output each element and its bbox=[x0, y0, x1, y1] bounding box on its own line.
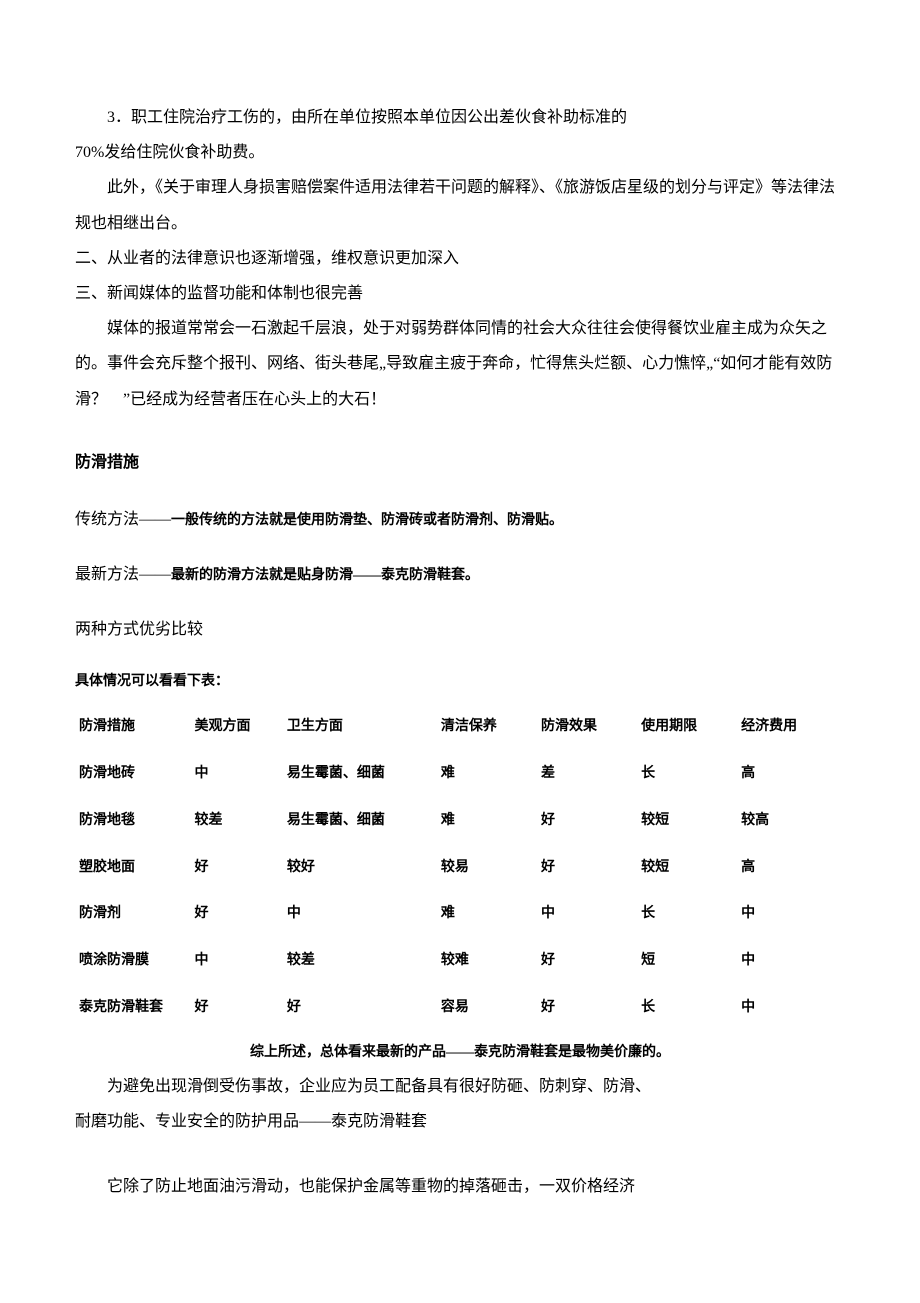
table-cell: 好 bbox=[537, 938, 637, 985]
table-header-cell: 清洁保养 bbox=[437, 704, 537, 751]
comparison-table: 防滑措施 美观方面 卫生方面 清洁保养 防滑效果 使用期限 经济费用 防滑地砖 … bbox=[75, 704, 845, 1032]
table-cell: 好 bbox=[537, 798, 637, 845]
table-cell: 泰克防滑鞋套 bbox=[75, 985, 191, 1032]
table-cell: 易生霉菌、细菌 bbox=[283, 798, 437, 845]
blank-spacer bbox=[75, 1139, 845, 1169]
table-cell: 难 bbox=[437, 798, 537, 845]
table-cell: 防滑地毯 bbox=[75, 798, 191, 845]
table-cell: 好 bbox=[191, 845, 283, 892]
table-cell: 容易 bbox=[437, 985, 537, 1032]
closing-para-3: 它除了防止地面油污滑动，也能保护金属等重物的掉落砸击，一双价格经济 bbox=[75, 1169, 845, 1204]
table-cell: 塑胶地面 bbox=[75, 845, 191, 892]
table-cell: 易生霉菌、细菌 bbox=[283, 751, 437, 798]
method-traditional-desc: 一般传统的方法就是使用防滑垫、防滑砖或者防滑剂、防滑贴。 bbox=[171, 513, 563, 528]
table-cell: 中 bbox=[191, 938, 283, 985]
paragraph-additional-laws: 此外，《关于审理人身损害赔偿案件适用法律若干问题的解释》、《旅游饭店星级的划分与… bbox=[75, 170, 845, 240]
list-item-3: 三、新闻媒体的监督功能和体制也很完善 bbox=[75, 276, 845, 311]
table-header-row: 防滑措施 美观方面 卫生方面 清洁保养 防滑效果 使用期限 经济费用 bbox=[75, 704, 845, 751]
table-cell: 难 bbox=[437, 891, 537, 938]
closing-para-2: 耐磨功能、专业安全的防护用品——泰克防滑鞋套 bbox=[75, 1104, 845, 1139]
table-header-cell: 卫生方面 bbox=[283, 704, 437, 751]
table-cell: 中 bbox=[737, 891, 845, 938]
table-row: 防滑地毯 较差 易生霉菌、细菌 难 好 较短 较高 bbox=[75, 798, 845, 845]
table-cell: 好 bbox=[537, 845, 637, 892]
table-row: 防滑地砖 中 易生霉菌、细菌 难 差 长 高 bbox=[75, 751, 845, 798]
table-cell: 较差 bbox=[283, 938, 437, 985]
method-traditional: 传统方法――一般传统的方法就是使用防滑垫、防滑砖或者防滑剂、防滑贴。 bbox=[75, 502, 845, 537]
paragraph-media: 媒体的报道常常会一石激起千层浪，处于对弱势群体同情的社会大众往往会使得餐饮业雇主… bbox=[75, 311, 845, 417]
table-header-cell: 使用期限 bbox=[637, 704, 737, 751]
method-new-desc: 最新的防滑方法就是贴身防滑——泰克防滑鞋套。 bbox=[171, 568, 479, 583]
paragraph-item-3-cont: 70%发给住院伙食补助费。 bbox=[75, 135, 845, 170]
table-cell: 难 bbox=[437, 751, 537, 798]
table-cell: 好 bbox=[537, 985, 637, 1032]
table-row: 泰克防滑鞋套 好 好 容易 好 长 中 bbox=[75, 985, 845, 1032]
table-row: 喷涂防滑膜 中 较差 较难 好 短 中 bbox=[75, 938, 845, 985]
table-cell: 中 bbox=[537, 891, 637, 938]
method-new: 最新方法――最新的防滑方法就是贴身防滑——泰克防滑鞋套。 bbox=[75, 557, 845, 592]
table-cell: 差 bbox=[537, 751, 637, 798]
paragraph-item-3: 3．职工住院治疗工伤的，由所在单位按照本单位因公出差伙食补助标准的 bbox=[75, 100, 845, 135]
table-header-cell: 防滑效果 bbox=[537, 704, 637, 751]
table-cell: 长 bbox=[637, 751, 737, 798]
table-header-cell: 经济费用 bbox=[737, 704, 845, 751]
table-summary: 综上所述，总体看来最新的产品——泰克防滑鞋套是最物美价廉的。 bbox=[75, 1038, 845, 1069]
table-row: 防滑剂 好 中 难 中 长 中 bbox=[75, 891, 845, 938]
closing-para-1: 为避免出现滑倒受伤事故，企业应为员工配备具有很好防砸、防刺穿、防滑、 bbox=[75, 1069, 845, 1104]
table-cell: 长 bbox=[637, 891, 737, 938]
table-cell: 中 bbox=[737, 938, 845, 985]
table-cell: 较短 bbox=[637, 845, 737, 892]
method-new-prefix: 最新方法―― bbox=[75, 566, 171, 583]
table-cell: 高 bbox=[737, 845, 845, 892]
table-cell: 防滑剂 bbox=[75, 891, 191, 938]
table-cell: 较好 bbox=[283, 845, 437, 892]
table-row: 塑胶地面 好 较好 较易 好 较短 高 bbox=[75, 845, 845, 892]
table-cell: 较高 bbox=[737, 798, 845, 845]
table-cell: 中 bbox=[737, 985, 845, 1032]
method-traditional-prefix: 传统方法―― bbox=[75, 511, 171, 528]
table-cell: 喷涂防滑膜 bbox=[75, 938, 191, 985]
section-heading-measures: 防滑措施 bbox=[75, 445, 845, 480]
table-cell: 防滑地砖 bbox=[75, 751, 191, 798]
table-cell: 较差 bbox=[191, 798, 283, 845]
table-caption: 具体情况可以看看下表： bbox=[75, 667, 845, 698]
table-cell: 高 bbox=[737, 751, 845, 798]
table-cell: 好 bbox=[191, 985, 283, 1032]
table-cell: 较难 bbox=[437, 938, 537, 985]
table-cell: 好 bbox=[191, 891, 283, 938]
table-cell: 较易 bbox=[437, 845, 537, 892]
table-cell: 较短 bbox=[637, 798, 737, 845]
table-cell: 中 bbox=[283, 891, 437, 938]
table-cell: 中 bbox=[191, 751, 283, 798]
compare-title: 两种方式优劣比较 bbox=[75, 612, 845, 647]
table-cell: 好 bbox=[283, 985, 437, 1032]
list-item-2: 二、从业者的法律意识也逐渐增强，维权意识更加深入 bbox=[75, 241, 845, 276]
table-header-cell: 美观方面 bbox=[191, 704, 283, 751]
table-cell: 短 bbox=[637, 938, 737, 985]
table-cell: 长 bbox=[637, 985, 737, 1032]
table-header-cell: 防滑措施 bbox=[75, 704, 191, 751]
